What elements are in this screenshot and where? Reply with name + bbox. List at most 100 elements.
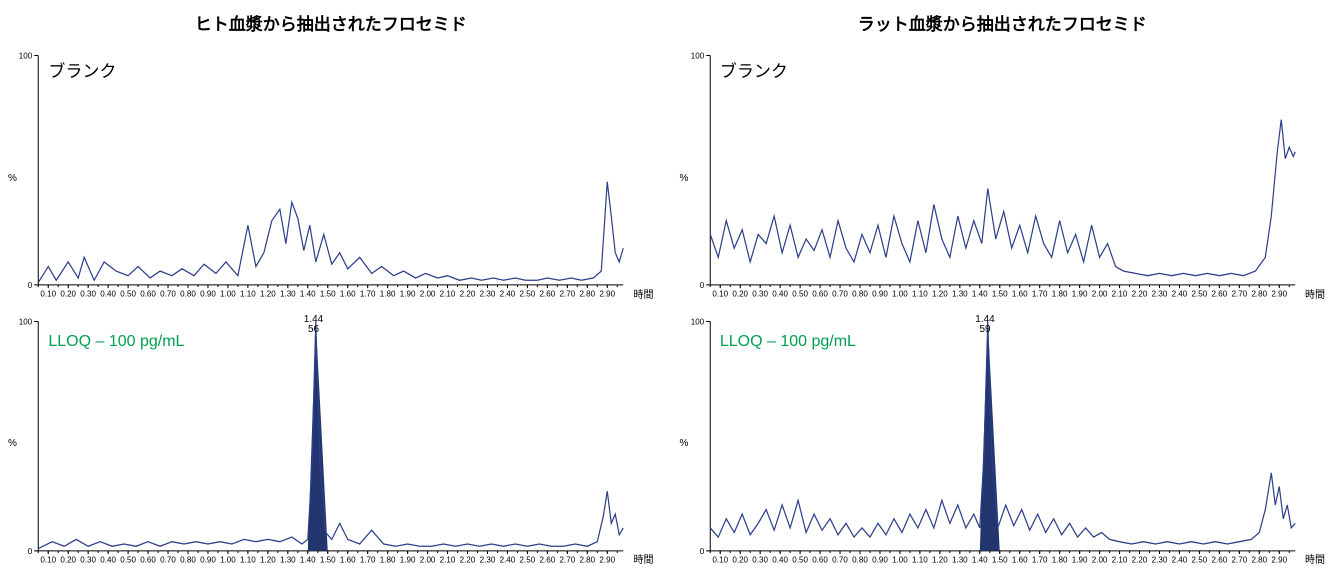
svg-text:2.10: 2.10 bbox=[1111, 554, 1127, 564]
svg-text:2.20: 2.20 bbox=[460, 554, 476, 564]
svg-text:1.80: 1.80 bbox=[380, 554, 396, 564]
svg-text:0.80: 0.80 bbox=[852, 554, 868, 564]
svg-text:2.50: 2.50 bbox=[520, 288, 536, 298]
svg-text:0.80: 0.80 bbox=[180, 554, 196, 564]
svg-text:1.00: 1.00 bbox=[220, 288, 236, 298]
svg-text:1.60: 1.60 bbox=[1011, 288, 1027, 298]
y-axis-label: % bbox=[680, 173, 689, 184]
svg-text:0.20: 0.20 bbox=[60, 288, 76, 298]
svg-text:2.50: 2.50 bbox=[1191, 288, 1207, 298]
svg-text:0.20: 0.20 bbox=[732, 288, 748, 298]
svg-text:1.30: 1.30 bbox=[951, 288, 967, 298]
svg-text:2.70: 2.70 bbox=[559, 288, 575, 298]
panel-human-blank: 01000.100.200.300.400.500.600.700.800.90… bbox=[8, 49, 654, 307]
svg-text:100: 100 bbox=[690, 316, 704, 326]
svg-text:1.10: 1.10 bbox=[912, 554, 928, 564]
svg-text:1.40: 1.40 bbox=[971, 288, 987, 298]
svg-text:0.60: 0.60 bbox=[140, 554, 156, 564]
svg-text:1.90: 1.90 bbox=[1071, 288, 1087, 298]
svg-text:0.60: 0.60 bbox=[812, 554, 828, 564]
peak-annotation: 1.4456 bbox=[304, 315, 323, 336]
svg-text:2.40: 2.40 bbox=[1171, 288, 1187, 298]
svg-text:1.60: 1.60 bbox=[1011, 554, 1027, 564]
svg-text:2.80: 2.80 bbox=[1251, 288, 1267, 298]
svg-text:1.70: 1.70 bbox=[360, 288, 376, 298]
svg-text:2.80: 2.80 bbox=[579, 554, 595, 564]
svg-text:0.30: 0.30 bbox=[752, 288, 768, 298]
svg-text:1.30: 1.30 bbox=[951, 554, 967, 564]
svg-text:0.30: 0.30 bbox=[752, 554, 768, 564]
svg-text:0.60: 0.60 bbox=[140, 288, 156, 298]
svg-text:2.50: 2.50 bbox=[1191, 554, 1207, 564]
svg-text:1.00: 1.00 bbox=[892, 288, 908, 298]
svg-text:0.90: 0.90 bbox=[872, 288, 888, 298]
sample-label: ブランク bbox=[48, 57, 116, 82]
svg-text:2.40: 2.40 bbox=[1171, 554, 1187, 564]
svg-text:0: 0 bbox=[699, 545, 704, 555]
svg-text:2.20: 2.20 bbox=[1131, 554, 1147, 564]
svg-text:0.40: 0.40 bbox=[100, 554, 116, 564]
x-axis-label: 時間 bbox=[1305, 551, 1325, 566]
svg-text:2.60: 2.60 bbox=[1211, 288, 1227, 298]
panel-rat-blank: 01000.100.200.300.400.500.600.700.800.90… bbox=[680, 49, 1326, 307]
svg-text:2.80: 2.80 bbox=[579, 288, 595, 298]
svg-text:2.30: 2.30 bbox=[1151, 288, 1167, 298]
y-axis-label: % bbox=[8, 173, 17, 184]
peak-annotation: 1.4459 bbox=[975, 315, 994, 336]
svg-text:2.80: 2.80 bbox=[1251, 554, 1267, 564]
svg-text:1.10: 1.10 bbox=[912, 288, 928, 298]
svg-text:1.20: 1.20 bbox=[260, 288, 276, 298]
svg-text:0.30: 0.30 bbox=[80, 288, 96, 298]
svg-text:0.20: 0.20 bbox=[732, 554, 748, 564]
svg-text:0.80: 0.80 bbox=[180, 288, 196, 298]
svg-text:0.50: 0.50 bbox=[792, 554, 808, 564]
svg-text:100: 100 bbox=[690, 50, 704, 60]
column-title-left: ヒト血漿から抽出されたフロセミド bbox=[8, 6, 654, 41]
column-title-right: ラット血漿から抽出されたフロセミド bbox=[680, 6, 1326, 41]
svg-text:2.60: 2.60 bbox=[540, 554, 556, 564]
svg-text:1.50: 1.50 bbox=[991, 554, 1007, 564]
svg-text:0.50: 0.50 bbox=[120, 554, 136, 564]
svg-text:0.30: 0.30 bbox=[80, 554, 96, 564]
svg-text:1.60: 1.60 bbox=[340, 288, 356, 298]
svg-text:1.30: 1.30 bbox=[280, 554, 296, 564]
svg-text:0.90: 0.90 bbox=[200, 288, 216, 298]
svg-text:1.60: 1.60 bbox=[340, 554, 356, 564]
svg-text:2.60: 2.60 bbox=[540, 288, 556, 298]
svg-text:2.70: 2.70 bbox=[1231, 288, 1247, 298]
svg-text:2.60: 2.60 bbox=[1211, 554, 1227, 564]
svg-text:2.00: 2.00 bbox=[1091, 554, 1107, 564]
svg-text:0.90: 0.90 bbox=[200, 554, 216, 564]
svg-text:1.10: 1.10 bbox=[240, 288, 256, 298]
svg-text:2.30: 2.30 bbox=[1151, 554, 1167, 564]
svg-text:0.10: 0.10 bbox=[40, 288, 56, 298]
svg-text:1.30: 1.30 bbox=[280, 288, 296, 298]
svg-text:1.70: 1.70 bbox=[1031, 288, 1047, 298]
svg-text:1.90: 1.90 bbox=[400, 554, 416, 564]
svg-text:1.40: 1.40 bbox=[971, 554, 987, 564]
svg-text:2.00: 2.00 bbox=[420, 288, 436, 298]
svg-text:0.60: 0.60 bbox=[812, 288, 828, 298]
svg-text:0.10: 0.10 bbox=[712, 288, 728, 298]
svg-text:0: 0 bbox=[28, 280, 33, 290]
svg-text:100: 100 bbox=[19, 50, 33, 60]
svg-text:2.90: 2.90 bbox=[1271, 554, 1287, 564]
svg-text:0.40: 0.40 bbox=[100, 288, 116, 298]
svg-text:0.70: 0.70 bbox=[832, 554, 848, 564]
svg-text:0.40: 0.40 bbox=[772, 288, 788, 298]
svg-text:2.90: 2.90 bbox=[599, 554, 615, 564]
svg-text:2.10: 2.10 bbox=[1111, 288, 1127, 298]
svg-text:1.20: 1.20 bbox=[932, 554, 948, 564]
y-axis-label: % bbox=[680, 438, 689, 449]
svg-text:2.20: 2.20 bbox=[460, 288, 476, 298]
chromatogram-figure: ヒト血漿から抽出されたフロセミド ラット血漿から抽出されたフロセミド 0 100 0… bbox=[0, 0, 1333, 576]
svg-text:2.40: 2.40 bbox=[500, 554, 516, 564]
svg-text:1.40: 1.40 bbox=[300, 288, 316, 298]
svg-text:0.40: 0.40 bbox=[772, 554, 788, 564]
svg-text:1.20: 1.20 bbox=[260, 554, 276, 564]
svg-text:0.10: 0.10 bbox=[712, 554, 728, 564]
svg-text:2.20: 2.20 bbox=[1131, 288, 1147, 298]
svg-text:0.50: 0.50 bbox=[792, 288, 808, 298]
panel-human-lloq: 01000.100.200.300.400.500.600.700.800.90… bbox=[8, 315, 654, 573]
svg-text:0.10: 0.10 bbox=[40, 554, 56, 564]
